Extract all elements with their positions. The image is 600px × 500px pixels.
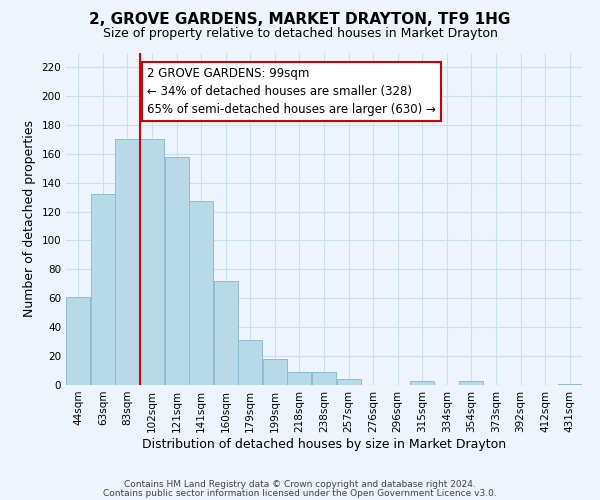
Bar (66, 297, 91, 385)
Text: Contains HM Land Registry data © Crown copyright and database right 2024.: Contains HM Land Registry data © Crown c… (124, 480, 476, 489)
Bar (263, 359, 287, 385)
Text: Contains public sector information licensed under the Open Government Licence v3: Contains public sector information licen… (103, 489, 497, 498)
Bar (214, 281, 238, 385)
Bar (312, 372, 336, 385)
Bar (287, 372, 311, 385)
Y-axis label: Number of detached properties: Number of detached properties (23, 120, 36, 318)
Bar (189, 202, 213, 385)
Bar (115, 139, 139, 385)
Bar (140, 139, 164, 385)
Bar (460, 380, 484, 385)
Bar (410, 380, 434, 385)
Text: 2, GROVE GARDENS, MARKET DRAYTON, TF9 1HG: 2, GROVE GARDENS, MARKET DRAYTON, TF9 1H… (89, 12, 511, 28)
Bar (238, 340, 262, 385)
Text: 2 GROVE GARDENS: 99sqm
← 34% of detached houses are smaller (328)
65% of semi-de: 2 GROVE GARDENS: 99sqm ← 34% of detached… (147, 67, 436, 116)
Bar (91, 194, 115, 385)
Bar (164, 156, 188, 385)
Text: Size of property relative to detached houses in Market Drayton: Size of property relative to detached ho… (103, 28, 497, 40)
Bar (557, 384, 582, 385)
Bar (337, 379, 361, 385)
X-axis label: Distribution of detached houses by size in Market Drayton: Distribution of detached houses by size … (142, 438, 506, 450)
